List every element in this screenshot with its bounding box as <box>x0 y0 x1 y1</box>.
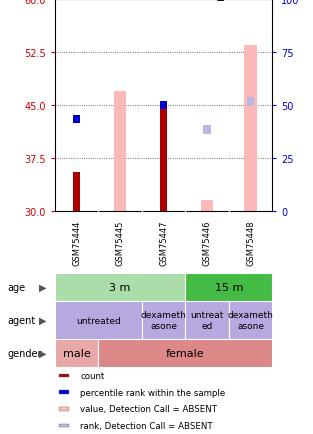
Text: rank, Detection Call = ABSENT: rank, Detection Call = ABSENT <box>80 421 213 430</box>
Text: gender: gender <box>8 348 42 358</box>
Bar <box>161 109 167 211</box>
Text: ▶: ▶ <box>38 315 46 325</box>
Bar <box>59 407 69 411</box>
Bar <box>247 98 254 106</box>
Bar <box>201 201 213 211</box>
Bar <box>185 301 229 339</box>
Text: untreat
ed: untreat ed <box>190 311 224 330</box>
Text: ▶: ▶ <box>38 348 46 358</box>
Text: count: count <box>80 371 105 380</box>
Text: dexameth
asone: dexameth asone <box>228 311 274 330</box>
Text: value, Detection Call = ABSENT: value, Detection Call = ABSENT <box>80 404 217 414</box>
Bar <box>229 301 272 339</box>
Bar <box>244 46 257 211</box>
Text: GSM75446: GSM75446 <box>203 220 212 265</box>
Text: GSM75448: GSM75448 <box>246 220 255 265</box>
Bar <box>142 301 185 339</box>
Bar <box>59 374 69 377</box>
Bar <box>185 273 272 301</box>
Text: 3 m: 3 m <box>109 283 131 293</box>
Text: age: age <box>8 283 26 293</box>
Bar <box>55 301 142 339</box>
Text: percentile rank within the sample: percentile rank within the sample <box>80 388 225 397</box>
Text: 15 m: 15 m <box>215 283 243 293</box>
Text: ▶: ▶ <box>38 283 46 293</box>
Bar <box>203 126 211 135</box>
Text: female: female <box>166 348 205 358</box>
Bar <box>59 391 69 394</box>
Bar <box>160 102 167 110</box>
Text: male: male <box>63 348 90 358</box>
Bar <box>74 173 80 211</box>
Text: GSM75447: GSM75447 <box>159 220 168 265</box>
Text: agent: agent <box>8 315 36 325</box>
Bar <box>114 92 126 211</box>
Bar <box>98 339 272 367</box>
Text: GSM75445: GSM75445 <box>115 220 125 265</box>
Text: GSM75444: GSM75444 <box>72 220 81 265</box>
Bar <box>73 115 80 124</box>
Bar <box>55 339 98 367</box>
Bar <box>55 273 185 301</box>
Text: untreated: untreated <box>76 316 121 325</box>
Text: dexameth
asone: dexameth asone <box>141 311 187 330</box>
Bar <box>59 424 69 427</box>
